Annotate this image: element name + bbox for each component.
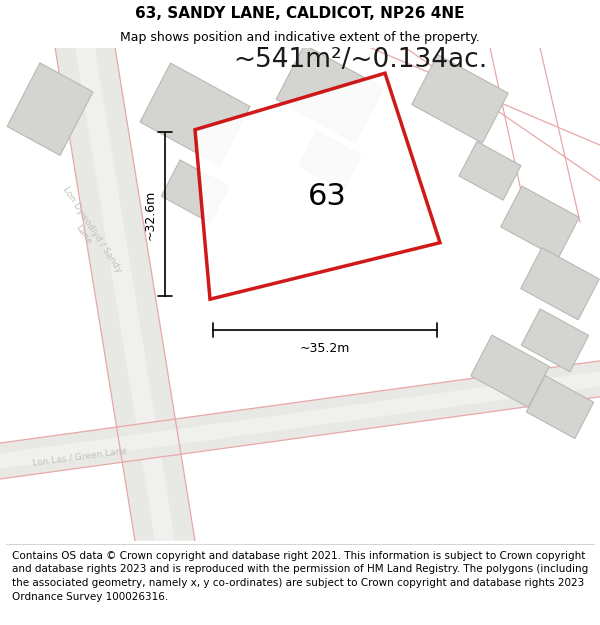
Text: ~32.6m: ~32.6m xyxy=(144,189,157,239)
Text: Contains OS data © Crown copyright and database right 2021. This information is : Contains OS data © Crown copyright and d… xyxy=(12,551,588,601)
Text: Lon Dywodlyd / Sandy
Lane: Lon Dywodlyd / Sandy Lane xyxy=(52,185,124,280)
Polygon shape xyxy=(412,54,508,143)
Polygon shape xyxy=(276,45,384,142)
Text: Map shows position and indicative extent of the property.: Map shows position and indicative extent… xyxy=(120,31,480,44)
Polygon shape xyxy=(55,48,195,541)
Polygon shape xyxy=(75,48,175,541)
Text: ~541m²/~0.134ac.: ~541m²/~0.134ac. xyxy=(233,47,487,73)
Polygon shape xyxy=(161,160,229,222)
Polygon shape xyxy=(501,186,579,258)
Text: 63, SANDY LANE, CALDICOT, NP26 4NE: 63, SANDY LANE, CALDICOT, NP26 4NE xyxy=(135,6,465,21)
Polygon shape xyxy=(140,63,250,166)
Polygon shape xyxy=(195,73,440,299)
Polygon shape xyxy=(7,63,93,156)
Polygon shape xyxy=(0,361,600,479)
Polygon shape xyxy=(521,309,589,372)
Text: 63: 63 xyxy=(308,182,347,211)
Text: ~35.2m: ~35.2m xyxy=(300,342,350,356)
Polygon shape xyxy=(459,141,521,200)
Polygon shape xyxy=(526,376,593,439)
Polygon shape xyxy=(521,248,599,320)
Polygon shape xyxy=(299,131,361,190)
Text: Lon Las / Green Lane: Lon Las / Green Lane xyxy=(32,446,128,467)
Polygon shape xyxy=(471,335,549,408)
Polygon shape xyxy=(0,371,600,469)
